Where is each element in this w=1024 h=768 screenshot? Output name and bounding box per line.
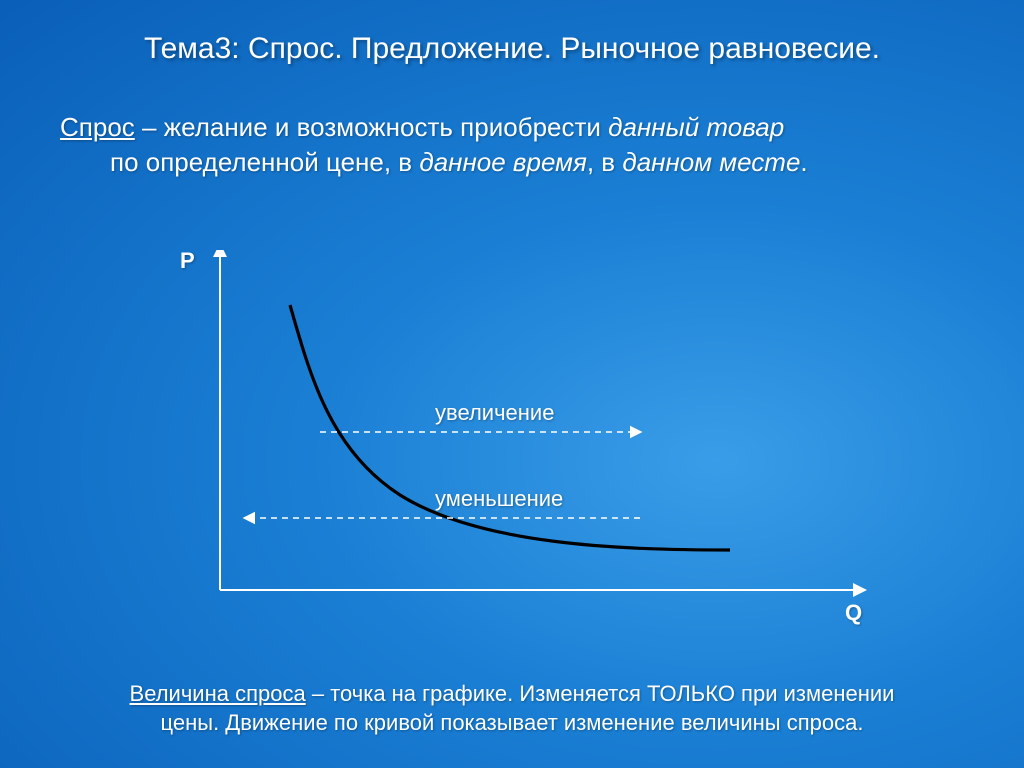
bottom-text2: цены. Движение по кривой показывает изме… — [161, 710, 864, 735]
definition-part1: желание и возможность приобрести — [164, 112, 608, 142]
definition-term: Спрос — [60, 112, 135, 142]
slide-title: Тема3: Спрос. Предложение. Рыночное равн… — [0, 32, 1024, 66]
definition-part4: . — [800, 147, 807, 177]
definition-ital2: данное время — [419, 147, 587, 177]
bottom-text1: – точка на графике. Изменяется ТОЛЬКО пр… — [306, 681, 895, 706]
chart-svg — [160, 250, 880, 630]
bottom-definition: Величина спроса – точка на графике. Изме… — [40, 679, 984, 738]
y-axis-label: P — [180, 248, 195, 274]
increase-label: увеличение — [435, 400, 554, 426]
definition-dash: – — [135, 112, 164, 142]
definition-part2: по определенной цене, в — [110, 147, 419, 177]
definition-ital3: данном месте — [622, 147, 800, 177]
definition-block: Спрос – желание и возможность приобрести… — [60, 110, 964, 180]
demand-curve — [290, 305, 730, 550]
x-axis-label: Q — [845, 600, 862, 626]
decrease-label: уменьшение — [435, 486, 563, 512]
bottom-underline: Величина спроса — [130, 681, 306, 706]
definition-ital1: данный товар — [608, 112, 784, 142]
demand-chart: P Q увеличение уменьшение — [160, 250, 880, 630]
definition-part3: , в — [587, 147, 622, 177]
